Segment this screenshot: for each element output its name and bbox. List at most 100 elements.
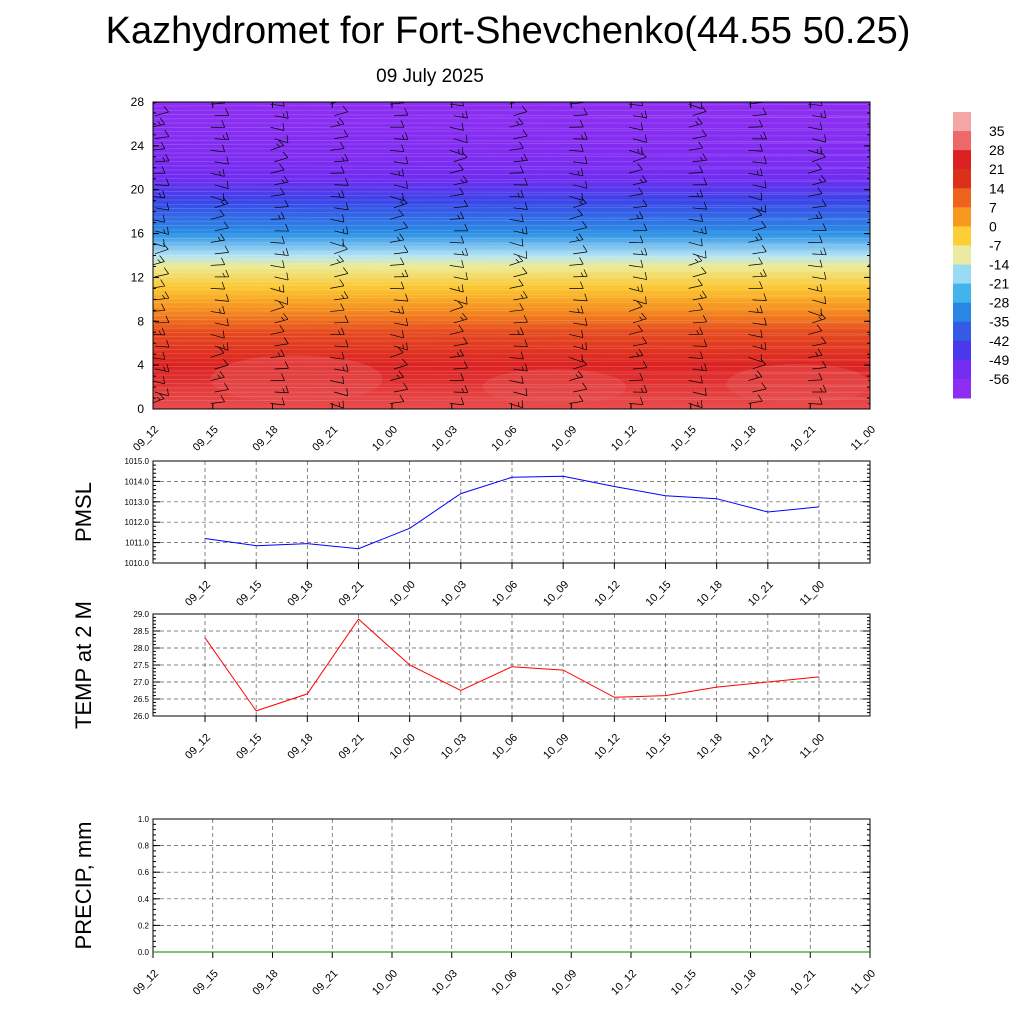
barb-shaft — [628, 126, 643, 131]
barb-flag — [339, 117, 345, 125]
barb-shaft — [752, 207, 766, 213]
barb-flag — [577, 209, 583, 216]
contour-line — [153, 344, 870, 348]
barb-flag — [398, 370, 404, 378]
x-tick-label: 10_06 — [490, 424, 520, 454]
barb-shaft — [389, 239, 404, 243]
barb-flag — [644, 110, 648, 118]
barb-shaft — [389, 195, 404, 201]
barb-flag — [695, 121, 699, 125]
barb-flag — [220, 201, 225, 205]
barb-shaft — [453, 343, 468, 347]
barb-flag — [582, 382, 588, 390]
barb-flag — [456, 352, 460, 357]
barb-flag — [397, 102, 401, 104]
wind-barb — [270, 325, 285, 335]
barb-shaft — [509, 242, 524, 247]
barb-flag — [342, 105, 348, 113]
barb-flag — [278, 286, 281, 292]
barb-flag — [398, 209, 404, 216]
barb-flag — [879, 238, 884, 246]
barb-flag — [280, 187, 285, 195]
barb-flag — [227, 342, 229, 351]
y-tick-label: 1012.0 — [125, 518, 150, 527]
wind-barb — [330, 238, 344, 247]
barb-shaft — [389, 311, 404, 314]
barb-flag — [460, 211, 465, 219]
barb-flag — [283, 313, 289, 320]
wind-barb — [274, 272, 289, 281]
barb-shaft — [393, 299, 408, 302]
barb-flag — [277, 352, 281, 357]
barb-shaft — [812, 115, 827, 119]
barb-flag — [703, 177, 708, 185]
contour-line — [153, 383, 870, 386]
barb-shaft — [808, 379, 823, 381]
wind-barb — [393, 221, 408, 232]
colorbar-label: 35 — [989, 123, 1005, 139]
barb-flag — [818, 316, 823, 321]
barb-flag — [401, 168, 405, 177]
barb-flag — [157, 259, 161, 263]
wind-barb — [632, 175, 647, 186]
barb-flag — [341, 157, 345, 162]
barb-flag — [881, 290, 885, 297]
wind-barb — [871, 153, 886, 162]
barb-flag — [341, 327, 345, 335]
barb-shaft — [449, 306, 464, 312]
barb-shaft — [748, 334, 763, 338]
barb-flag — [764, 204, 767, 213]
barb-flag — [226, 156, 229, 165]
barb-flag — [401, 272, 405, 277]
barb-shaft — [449, 218, 464, 220]
barb-flag — [218, 308, 221, 314]
barb-flag — [343, 291, 349, 299]
barb-flag — [405, 156, 409, 165]
barb-flag — [703, 339, 708, 347]
barb-shaft — [270, 331, 285, 335]
barb-flag — [341, 294, 345, 299]
colorbar-label: -35 — [989, 314, 1009, 330]
warm-patch — [726, 364, 870, 404]
barb-shaft — [812, 253, 827, 256]
barb-shaft — [274, 299, 288, 305]
wind-barb — [210, 281, 226, 290]
wind-barb — [393, 156, 409, 165]
barb-flag — [878, 303, 882, 310]
wind-barb — [210, 257, 226, 266]
barb-flag — [522, 291, 528, 298]
wind-barb — [509, 141, 524, 151]
barb-flag — [219, 370, 225, 378]
contour-line — [153, 331, 870, 335]
wind-barb — [449, 147, 464, 156]
barb-flag — [460, 373, 465, 381]
barb-shaft — [274, 157, 288, 163]
barb-flag — [217, 236, 221, 241]
x-tick-label: 10_06 — [490, 579, 520, 609]
wind-barb — [214, 293, 230, 302]
barb-flag — [400, 120, 405, 128]
barb-flag — [226, 293, 230, 302]
barb-flag — [463, 199, 468, 207]
barb-flag — [637, 286, 640, 291]
barb-flag — [342, 214, 345, 223]
barb-flag — [162, 157, 166, 162]
wind-barb — [214, 132, 230, 141]
contour-line — [153, 321, 870, 325]
wind-barb — [573, 180, 588, 189]
barb-flag — [161, 327, 166, 336]
x-tick-label: 10_15 — [669, 968, 699, 998]
x-tick-label: 09_15 — [234, 732, 264, 762]
wind-barb — [569, 233, 584, 243]
barb-flag — [458, 163, 464, 170]
wind-barb — [509, 255, 524, 266]
wind-barb — [569, 281, 584, 289]
barb-flag — [462, 312, 468, 320]
barb-shaft — [628, 193, 643, 197]
barb-flag — [756, 370, 763, 377]
barb-flag — [700, 400, 703, 408]
wind-barb — [812, 199, 827, 209]
barb-flag — [640, 387, 644, 393]
contour-line — [153, 267, 870, 271]
y-tick-label: 1.0 — [138, 815, 150, 824]
